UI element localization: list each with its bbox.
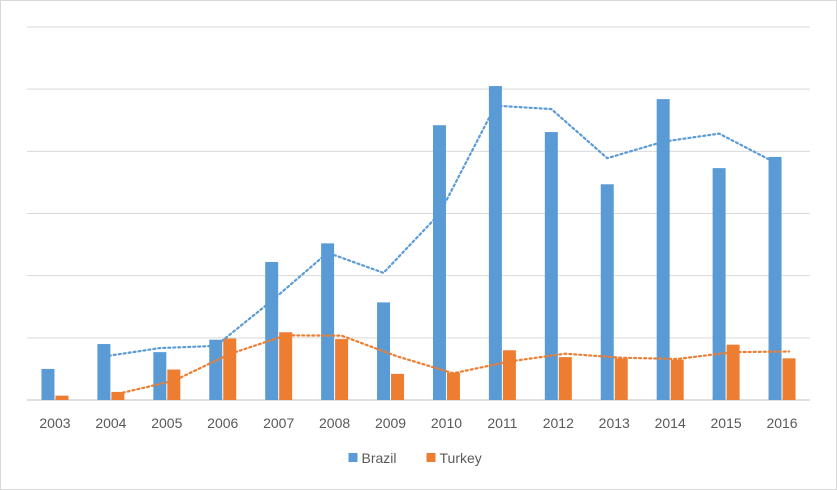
bar-brazil-2005 bbox=[153, 352, 167, 400]
x-tick-label: 2003 bbox=[39, 415, 70, 431]
bar-brazil-2011 bbox=[488, 86, 502, 400]
x-tick-label: 2005 bbox=[151, 415, 182, 431]
x-tick-label: 2009 bbox=[375, 415, 406, 431]
bars bbox=[41, 86, 796, 401]
x-tick-label: 2014 bbox=[655, 415, 686, 431]
bar-brazil-2006 bbox=[209, 339, 223, 400]
x-tick-label: 2006 bbox=[207, 415, 238, 431]
bar-turkey-2009 bbox=[391, 373, 405, 400]
bar-turkey-2013 bbox=[614, 358, 628, 400]
x-tick-label: 2007 bbox=[263, 415, 294, 431]
bar-brazil-2007 bbox=[265, 261, 279, 400]
x-tick-label: 2008 bbox=[319, 415, 350, 431]
legend-label-brazil: Brazil bbox=[362, 450, 397, 466]
bar-turkey-2008 bbox=[335, 339, 349, 400]
x-tick-label: 2010 bbox=[431, 415, 462, 431]
legend-swatch-brazil bbox=[348, 453, 358, 462]
bar-brazil-2013 bbox=[600, 184, 614, 400]
bar-turkey-2011 bbox=[502, 350, 516, 400]
legend-swatch-turkey bbox=[426, 453, 436, 462]
bar-turkey-2010 bbox=[446, 372, 460, 400]
legend-label-turkey: Turkey bbox=[440, 450, 482, 466]
bar-brazil-2014 bbox=[656, 99, 670, 400]
x-tick-label: 2012 bbox=[543, 415, 574, 431]
bar-turkey-2015 bbox=[726, 344, 740, 400]
legend: Brazil Turkey bbox=[348, 450, 482, 466]
bar-brazil-2004 bbox=[97, 344, 111, 400]
gridlines bbox=[27, 26, 810, 401]
bar-turkey-2012 bbox=[558, 357, 572, 400]
bar-turkey-2016 bbox=[782, 358, 796, 400]
bar-turkey-2006 bbox=[223, 338, 237, 400]
x-tick-label: 2013 bbox=[599, 415, 630, 431]
trendline-turkey bbox=[116, 334, 791, 395]
x-tick-label: 2004 bbox=[95, 415, 126, 431]
bar-brazil-2016 bbox=[768, 156, 782, 400]
bar-turkey-2014 bbox=[670, 359, 684, 400]
bar-brazil-2003 bbox=[41, 368, 55, 400]
x-tick-label: 2011 bbox=[487, 415, 517, 431]
x-tick-label: 2016 bbox=[766, 415, 797, 431]
bar-turkey-2005 bbox=[167, 369, 181, 400]
x-axis-tick-labels: 2003 2004 2005 2006 2007 2008 2009 2010 2011 2012… bbox=[39, 415, 797, 431]
bar-brazil-2012 bbox=[544, 132, 558, 401]
trendlines bbox=[102, 104, 791, 395]
bar-brazil-2010 bbox=[432, 125, 446, 401]
bar-brazil-2015 bbox=[712, 168, 726, 400]
bar-turkey-2004 bbox=[111, 391, 125, 400]
x-tick-label: 2015 bbox=[711, 415, 742, 431]
trendline-brazil bbox=[102, 104, 777, 358]
bar-turkey-2003 bbox=[55, 395, 69, 400]
bar-turkey-2007 bbox=[279, 332, 293, 400]
bar-brazil-2008 bbox=[321, 243, 335, 400]
